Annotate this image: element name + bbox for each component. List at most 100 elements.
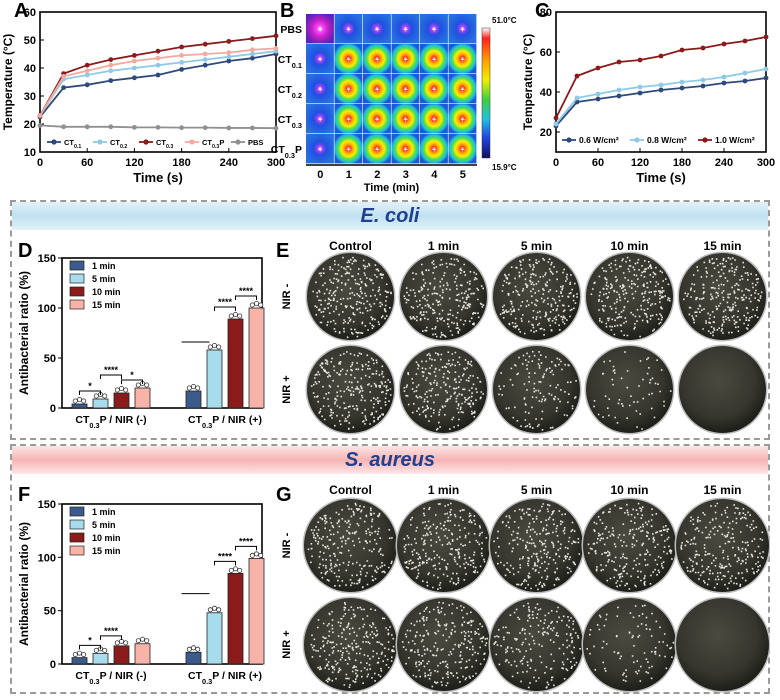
thermal-cell (306, 104, 334, 134)
bacterial-colonies (593, 351, 672, 430)
crosshair-icon: + (432, 145, 437, 154)
colorbar-min-label: 15.9°C (492, 163, 517, 172)
legend-label: 0.6 W/cm² (579, 135, 619, 145)
x-tick-label: 60 (81, 157, 93, 169)
replicate-point (119, 385, 125, 391)
crosshair-icon: + (432, 25, 437, 34)
series-line-ct02 (39, 50, 277, 117)
thermal-time-label: 2 (374, 169, 380, 181)
thermal-cell (306, 44, 334, 74)
x-tick-label: 240 (220, 157, 238, 169)
crosshair-icon: + (403, 85, 408, 94)
data-point (108, 62, 114, 68)
data-point (595, 65, 601, 71)
bacterial-colonies (499, 257, 578, 336)
data-point (574, 95, 580, 101)
series-line-08wcm (555, 68, 767, 125)
thermal-image-grid: PBS + + + + + + CT0.1 + + + + + + CT0.2 + + + + + + CT0.3 + + + +… (260, 14, 520, 204)
replicate-point (207, 607, 213, 613)
legend-swatch (69, 506, 85, 517)
data-point (84, 62, 90, 68)
data-point (250, 47, 255, 53)
data-point (179, 44, 185, 50)
data-point (155, 55, 161, 61)
thermal-cell (363, 44, 391, 74)
plate-column-label: 10 min (610, 239, 648, 253)
legend-label: 5 min (92, 274, 116, 284)
data-point (179, 60, 185, 65)
replicate-point (228, 567, 234, 573)
replicate-point (232, 566, 238, 572)
data-point (763, 66, 769, 72)
legend-marker (143, 139, 149, 145)
legend-swatch (69, 286, 85, 297)
replicate-point (211, 605, 217, 611)
bar-15-min-group-1 (134, 387, 151, 409)
crosshair-icon: + (432, 115, 437, 124)
data-point (132, 124, 137, 130)
chart-f-saureus-antibacterial: 0 50 100 150 Antibacterial ratio (%) CT0.3P /… (17, 499, 265, 686)
data-point (658, 53, 664, 59)
replicate-point (228, 313, 234, 319)
x-tick-label: 0 (553, 157, 559, 169)
petri-dish (490, 598, 583, 691)
y-tick-label: 0 (50, 659, 56, 671)
y-tick-label: 50 (24, 35, 36, 47)
crosshair-icon: + (460, 25, 465, 34)
significance-bracket (214, 560, 236, 566)
legend-label: 1.0 W/cm² (715, 135, 755, 145)
replicate-point (207, 344, 213, 350)
replicate-point (77, 396, 83, 402)
petri-dish (676, 598, 769, 691)
colorbar-max-label: 51.0°C (492, 16, 517, 25)
plate-column-label: 1 min (428, 483, 459, 497)
thermal-cell (334, 134, 363, 164)
thermal-row-label: CT0.3 (278, 114, 302, 130)
significance-bracket (235, 545, 257, 551)
crosshair-icon: + (346, 115, 351, 124)
replicate-point (72, 652, 78, 658)
replicate-point (123, 387, 129, 393)
significance-bracket (235, 295, 257, 300)
data-point (742, 78, 748, 84)
saureus-banner: S. aureus (12, 446, 768, 474)
plate-column-label: 5 min (521, 239, 552, 253)
replicate-point (72, 398, 78, 404)
y-tick-label: 50 (44, 606, 56, 618)
legend-marker (189, 139, 195, 145)
bar-10-min-group-1 (113, 645, 130, 665)
thermal-cell (306, 14, 334, 44)
bar-10-min-group-1 (113, 392, 130, 409)
thermal-row-label: CT0.3P (271, 144, 302, 160)
crosshair-icon: + (375, 25, 380, 34)
replicate-point (114, 640, 120, 646)
data-point (250, 51, 255, 57)
thermal-cell (420, 104, 448, 134)
x-category-label: CT0.3P / NIR (+) (188, 414, 262, 430)
crosshair-icon: + (403, 145, 408, 154)
y-tick-label: 60 (24, 7, 36, 19)
legend-swatch (69, 299, 85, 310)
replicate-point (77, 650, 83, 656)
bar-5-min-group-2 (206, 349, 223, 409)
replicate-point (190, 383, 196, 389)
data-point (202, 62, 208, 68)
y-tick-label: 40 (540, 87, 552, 99)
legend-label: 10 min (92, 533, 121, 543)
x-tick-label: 120 (125, 157, 143, 169)
data-point (179, 125, 185, 131)
legend-label: CT0.3 (156, 138, 173, 150)
crosshair-icon: + (318, 115, 323, 124)
data-point (37, 113, 43, 118)
bar-10-min-group-2 (227, 572, 244, 665)
thermal-cell (334, 74, 363, 104)
legend-label: PBS (248, 138, 263, 147)
replicate-point (114, 387, 120, 393)
panel-label-d: D (18, 240, 33, 262)
replicate-point (81, 398, 87, 404)
replicate-point (249, 302, 255, 308)
data-point (616, 87, 622, 93)
chart-a-temperature-curves: 0 60 120 180 240 300 10 20 30 40 50 60 Time (s) Tempe… (1, 7, 285, 185)
thermal-cell (391, 44, 420, 74)
y-axis-label: Antibacterial ratio (%) (17, 271, 31, 395)
